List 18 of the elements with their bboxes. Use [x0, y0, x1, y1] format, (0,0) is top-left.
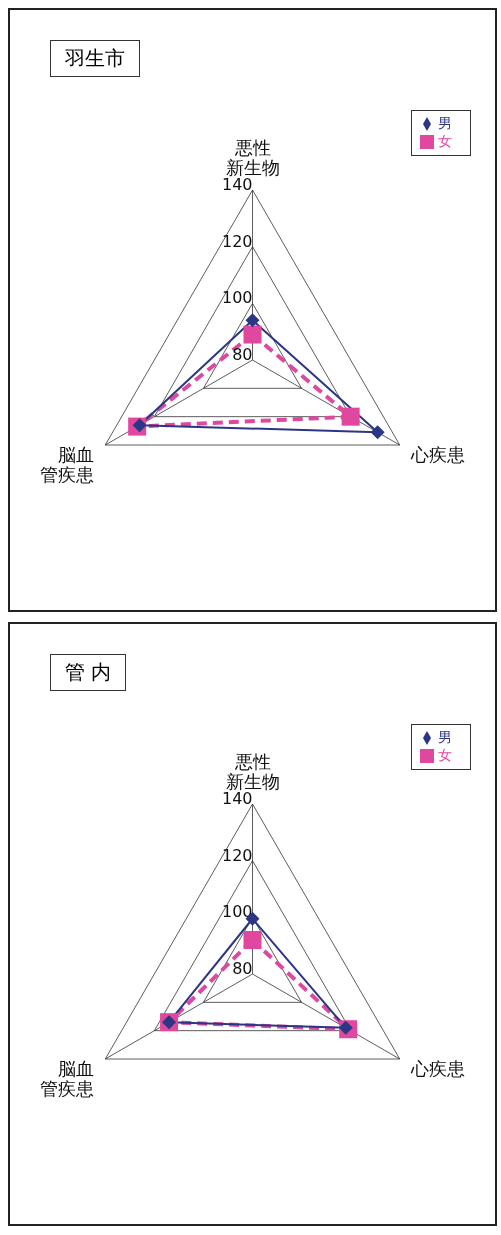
spoke-label: 脳血管疾患: [40, 443, 95, 485]
y-tick-label: 120: [221, 845, 253, 865]
chart-title: 羽生市: [50, 40, 140, 77]
legend-label: 女: [438, 133, 452, 149]
chart-title: 管 内: [50, 654, 127, 691]
spoke-label: 心疾患: [409, 443, 465, 465]
spoke-label: 悪性新生物: [225, 750, 280, 792]
spoke-label: 心疾患: [409, 1057, 465, 1079]
legend-label: 男: [438, 729, 452, 745]
spoke-label: 悪性新生物: [225, 136, 280, 178]
y-tick-label: 100: [221, 902, 253, 922]
legend-label: 女: [438, 747, 452, 763]
y-tick-label: 80: [232, 959, 253, 978]
y-tick-label: 120: [221, 231, 253, 251]
y-tick-label: 100: [221, 288, 253, 308]
legend-label: 男: [438, 115, 452, 131]
spoke-label: 脳血管疾患: [40, 1057, 95, 1099]
y-tick-label: 80: [232, 345, 253, 364]
